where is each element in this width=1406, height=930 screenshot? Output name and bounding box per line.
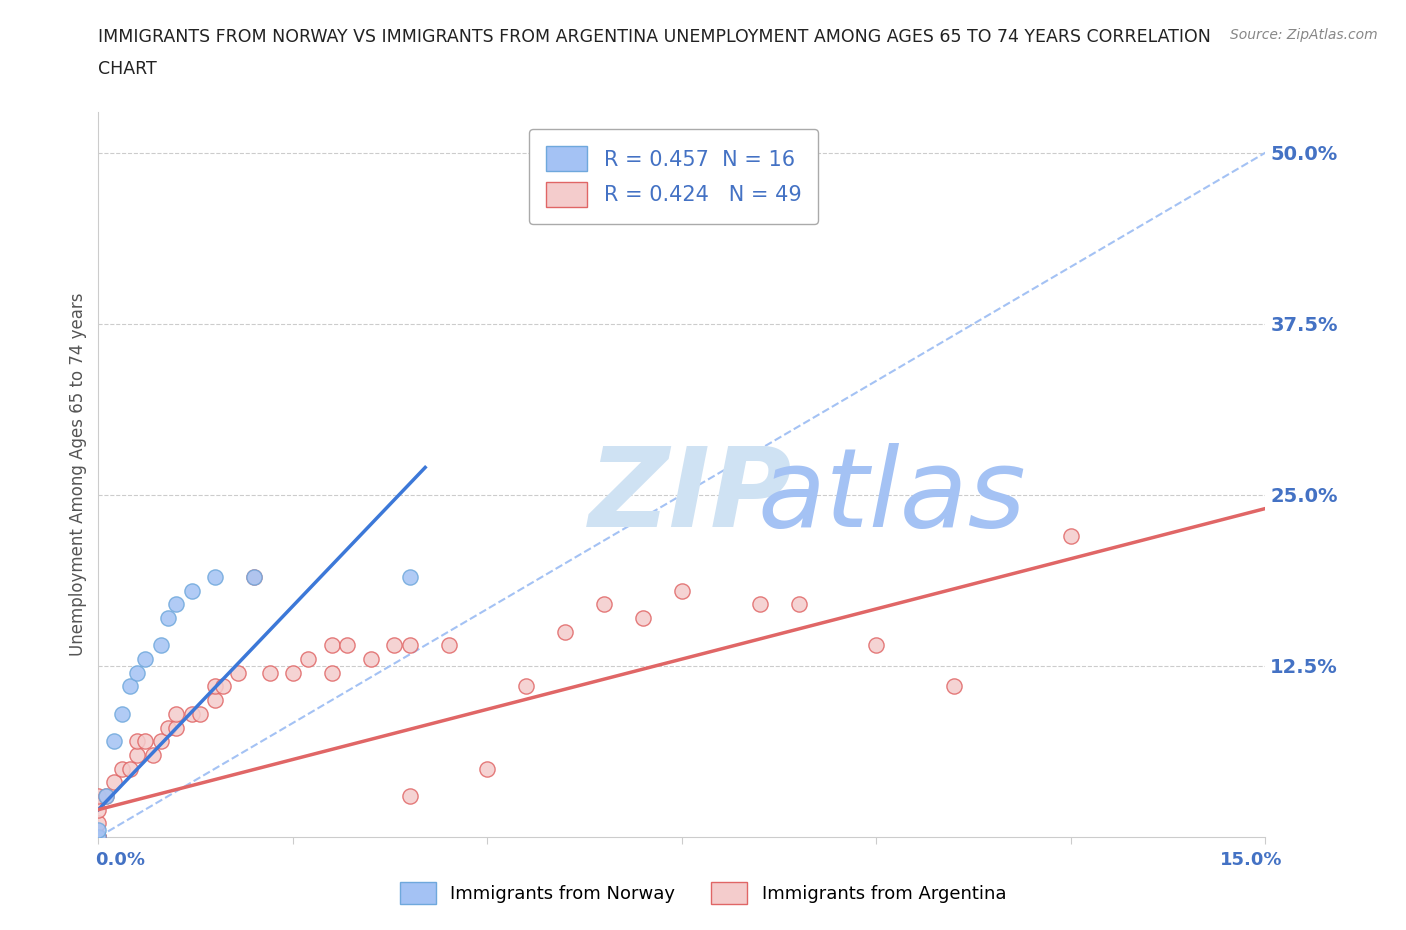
- Point: [204, 693, 226, 708]
- Text: 15.0%: 15.0%: [1220, 851, 1282, 870]
- Point: [157, 720, 180, 735]
- Point: [127, 665, 149, 680]
- Point: [111, 707, 134, 722]
- Point: [593, 597, 616, 612]
- Point: [118, 679, 141, 694]
- Point: [87, 816, 110, 830]
- Point: [360, 652, 382, 667]
- Point: [87, 830, 110, 844]
- Point: [149, 638, 172, 653]
- Point: [142, 748, 165, 763]
- Text: IMMIGRANTS FROM NORWAY VS IMMIGRANTS FROM ARGENTINA UNEMPLOYMENT AMONG AGES 65 T: IMMIGRANTS FROM NORWAY VS IMMIGRANTS FRO…: [98, 28, 1212, 46]
- Point: [748, 179, 770, 194]
- Point: [398, 569, 420, 584]
- Point: [243, 569, 266, 584]
- Point: [398, 638, 420, 653]
- Point: [180, 707, 202, 722]
- Point: [382, 638, 405, 653]
- Point: [103, 775, 125, 790]
- Point: [228, 665, 250, 680]
- Point: [134, 734, 156, 749]
- Point: [118, 761, 141, 776]
- Point: [297, 652, 319, 667]
- Point: [398, 789, 420, 804]
- Point: [631, 611, 654, 626]
- Point: [87, 830, 110, 844]
- Point: [111, 761, 134, 776]
- Y-axis label: Unemployment Among Ages 65 to 74 years: Unemployment Among Ages 65 to 74 years: [69, 293, 87, 656]
- Point: [87, 830, 110, 844]
- Point: [127, 734, 149, 749]
- Point: [87, 823, 110, 838]
- Text: CHART: CHART: [98, 60, 157, 78]
- Point: [321, 638, 343, 653]
- Point: [281, 665, 304, 680]
- Point: [204, 569, 226, 584]
- Point: [671, 583, 693, 598]
- Point: [321, 665, 343, 680]
- Point: [157, 611, 180, 626]
- Point: [212, 679, 235, 694]
- Text: 0.0%: 0.0%: [96, 851, 146, 870]
- Point: [165, 720, 187, 735]
- Point: [87, 803, 110, 817]
- Point: [437, 638, 460, 653]
- Text: ZIP: ZIP: [589, 443, 792, 550]
- Point: [865, 638, 887, 653]
- Point: [87, 830, 110, 844]
- Point: [1060, 528, 1083, 543]
- Point: [243, 569, 266, 584]
- Point: [87, 789, 110, 804]
- Point: [165, 707, 187, 722]
- Point: [204, 679, 226, 694]
- Point: [127, 748, 149, 763]
- Point: [259, 665, 281, 680]
- Point: [87, 830, 110, 844]
- Point: [96, 789, 118, 804]
- Point: [554, 624, 576, 639]
- Point: [787, 597, 810, 612]
- Legend: R = 0.457  N = 16, R = 0.424   N = 49: R = 0.457 N = 16, R = 0.424 N = 49: [529, 129, 818, 224]
- Point: [134, 652, 156, 667]
- Point: [943, 679, 966, 694]
- Point: [336, 638, 359, 653]
- Point: [96, 789, 118, 804]
- Point: [188, 707, 211, 722]
- Point: [748, 597, 770, 612]
- Text: atlas: atlas: [758, 443, 1026, 550]
- Point: [180, 583, 202, 598]
- Point: [477, 761, 499, 776]
- Point: [165, 597, 187, 612]
- Legend: Immigrants from Norway, Immigrants from Argentina: Immigrants from Norway, Immigrants from …: [392, 875, 1014, 911]
- Point: [103, 734, 125, 749]
- Point: [87, 830, 110, 844]
- Point: [515, 679, 537, 694]
- Point: [149, 734, 172, 749]
- Text: Source: ZipAtlas.com: Source: ZipAtlas.com: [1230, 28, 1378, 42]
